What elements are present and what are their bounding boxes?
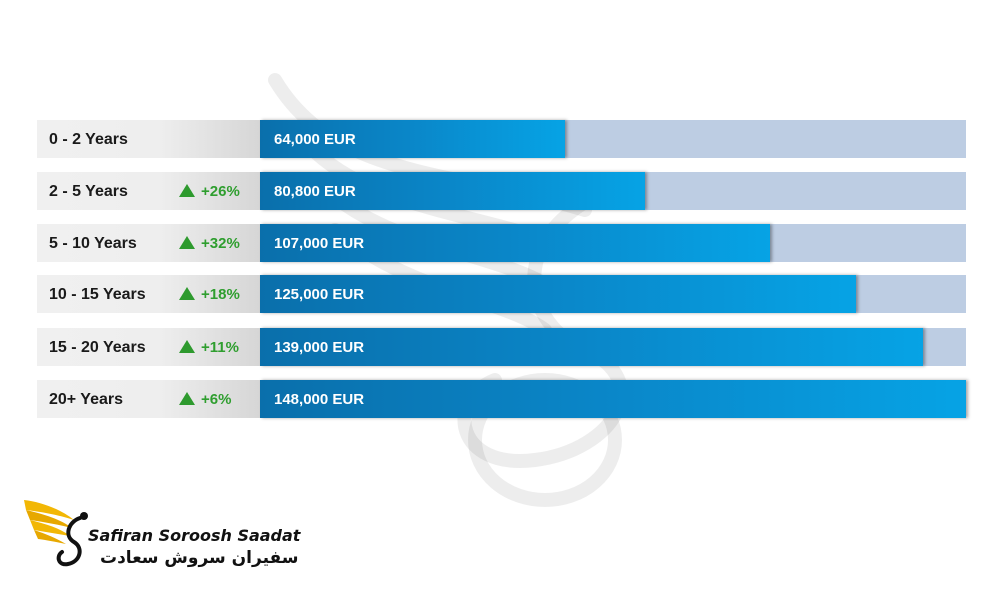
bar xyxy=(260,275,856,313)
bar xyxy=(260,328,923,366)
bar xyxy=(260,120,565,158)
category-label-box: 15 - 20 Years +11% xyxy=(37,328,260,366)
category-label-box: 20+ Years +6% xyxy=(37,380,260,418)
category-label-box: 0 - 2 Years xyxy=(37,120,260,158)
bar-track: 125,000 EUR xyxy=(260,275,966,313)
up-arrow-icon xyxy=(179,183,195,197)
company-logo: Safiran Soroosh Saadat سفیران سروش سعادت xyxy=(22,492,302,582)
bar xyxy=(260,172,645,210)
golden-wing-logo-icon xyxy=(24,500,88,567)
growth-indicator: +32% xyxy=(179,224,240,262)
growth-label: +26% xyxy=(201,182,240,200)
growth-indicator: +6% xyxy=(179,380,231,418)
bar-row: 0 - 2 Years 64,000 EUR xyxy=(37,120,966,158)
value-label: 125,000 EUR xyxy=(274,286,365,303)
value-label: 80,800 EUR xyxy=(274,183,356,200)
growth-indicator: +18% xyxy=(179,275,240,313)
growth-indicator: +26% xyxy=(179,172,240,210)
category-label: 15 - 20 Years xyxy=(49,339,146,356)
bar-track: 148,000 EUR xyxy=(260,380,966,418)
logo-name-persian: سفیران سروش سعادت xyxy=(100,548,299,568)
up-arrow-icon xyxy=(179,391,195,405)
bar-row: 2 - 5 Years +26% 80,800 EUR xyxy=(37,172,966,210)
value-label: 107,000 EUR xyxy=(274,235,365,252)
value-label: 139,000 EUR xyxy=(274,339,365,356)
category-label: 5 - 10 Years xyxy=(49,235,137,252)
bar-track: 107,000 EUR xyxy=(260,224,966,262)
bar-row: 5 - 10 Years +32% 107,000 EUR xyxy=(37,224,966,262)
category-label: 20+ Years xyxy=(49,391,124,408)
up-arrow-icon xyxy=(179,286,195,300)
growth-label: +32% xyxy=(201,234,240,252)
growth-label: +18% xyxy=(201,285,240,303)
category-label-box: 10 - 15 Years +18% xyxy=(37,275,260,313)
bar-track: 139,000 EUR xyxy=(260,328,966,366)
growth-label: +11% xyxy=(201,338,239,356)
category-label-box: 2 - 5 Years +26% xyxy=(37,172,260,210)
bar-row: 10 - 15 Years +18% 125,000 EUR xyxy=(37,275,966,313)
category-label-box: 5 - 10 Years +32% xyxy=(37,224,260,262)
up-arrow-icon xyxy=(179,235,195,249)
value-label: 64,000 EUR xyxy=(274,131,356,148)
bar-row: 20+ Years +6% 148,000 EUR xyxy=(37,380,966,418)
growth-indicator: +11% xyxy=(179,328,239,366)
category-label: 2 - 5 Years xyxy=(49,183,128,200)
category-label: 0 - 2 Years xyxy=(49,131,128,148)
growth-label: +6% xyxy=(201,390,232,408)
bar xyxy=(260,224,770,262)
bar-track: 80,800 EUR xyxy=(260,172,966,210)
category-label: 10 - 15 Years xyxy=(49,286,146,303)
up-arrow-icon xyxy=(179,339,195,353)
logo-name-english: Safiran Soroosh Saadat xyxy=(88,526,301,545)
bar-track: 64,000 EUR xyxy=(260,120,966,158)
bar xyxy=(260,380,966,418)
bar-row: 15 - 20 Years +11% 139,000 EUR xyxy=(37,328,966,366)
value-label: 148,000 EUR xyxy=(274,391,365,408)
